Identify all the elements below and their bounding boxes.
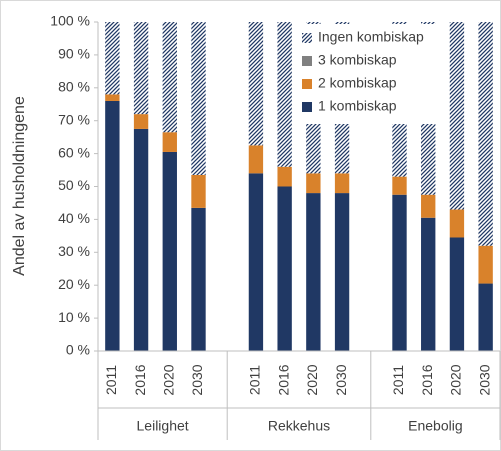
legend-swatch — [302, 33, 312, 43]
bar-segment — [334, 193, 350, 351]
legend-swatch — [302, 56, 312, 66]
bar-segment — [277, 166, 292, 187]
bar-segment — [478, 22, 493, 246]
bar-segment — [105, 22, 120, 95]
bar-segment — [133, 22, 149, 115]
bar-segment — [392, 194, 407, 351]
bar-segment — [449, 237, 465, 351]
legend-box — [296, 24, 448, 124]
legend-swatch — [302, 79, 312, 89]
bar-segment — [306, 173, 321, 194]
legend-swatch — [302, 102, 312, 112]
bar-segment — [191, 207, 206, 351]
group-label: Rekkehus — [268, 418, 330, 434]
y-tick-label: 10 % — [58, 309, 90, 325]
bar-segment — [277, 186, 292, 351]
y-tick-label: 100 % — [50, 13, 90, 29]
legend-label: 2 kombiskap — [318, 75, 397, 91]
x-tick-label: 2016 — [275, 364, 291, 395]
bar-segment — [191, 174, 206, 208]
x-tick-label: 2030 — [333, 364, 349, 395]
x-tick-label: 2011 — [103, 365, 119, 395]
bar-segment — [421, 217, 436, 351]
bar-segment — [392, 176, 407, 195]
y-tick-label: 90 % — [58, 46, 90, 62]
bar-segment — [277, 22, 292, 167]
bar-segment — [248, 173, 264, 351]
legend-label: Ingen kombiskap — [318, 29, 424, 45]
bar-segment — [248, 22, 264, 146]
y-tick-label: 30 % — [58, 243, 90, 259]
legend-label: 1 kombiskap — [318, 98, 397, 114]
bar-segment — [105, 94, 120, 101]
x-tick-label: 2016 — [132, 364, 148, 395]
legend-label: 3 kombiskap — [318, 52, 397, 68]
bar-segment — [133, 128, 149, 351]
x-tick-label: 2030 — [189, 364, 205, 395]
x-tick-label: 2011 — [390, 365, 406, 395]
group-label: Enebolig — [408, 418, 463, 434]
y-axis-title: Andel av husholdningene — [11, 96, 28, 276]
y-tick-label: 60 % — [58, 144, 90, 160]
x-tick-label: 2030 — [476, 364, 492, 395]
y-tick-label: 50 % — [58, 177, 90, 193]
y-tick-label: 40 % — [58, 210, 90, 226]
bar-segment — [306, 193, 321, 351]
bar-segment — [162, 132, 177, 152]
bar-segment — [478, 283, 493, 351]
x-tick-label: 2016 — [419, 364, 435, 395]
x-tick-label: 2011 — [247, 365, 263, 395]
bar-segment — [334, 173, 350, 194]
bar-segment — [162, 151, 177, 351]
x-tick-label: 2020 — [160, 364, 176, 395]
bar-segment — [162, 22, 177, 133]
group-label: Leilighet — [137, 418, 189, 434]
bar-segment — [449, 209, 465, 238]
x-tick-label: 2020 — [304, 364, 320, 395]
y-tick-label: 20 % — [58, 276, 90, 292]
x-tick-label: 2020 — [448, 364, 464, 395]
bar-segment — [478, 245, 493, 284]
y-tick-label: 0 % — [66, 342, 90, 358]
bar-segment — [248, 145, 264, 174]
bar-segment — [421, 194, 436, 218]
bar-segment — [449, 22, 465, 210]
bar-segment — [105, 100, 120, 352]
bar-segment — [133, 114, 149, 129]
y-tick-label: 80 % — [58, 79, 90, 95]
y-tick-label: 70 % — [58, 111, 90, 127]
bar-segment — [191, 22, 206, 175]
